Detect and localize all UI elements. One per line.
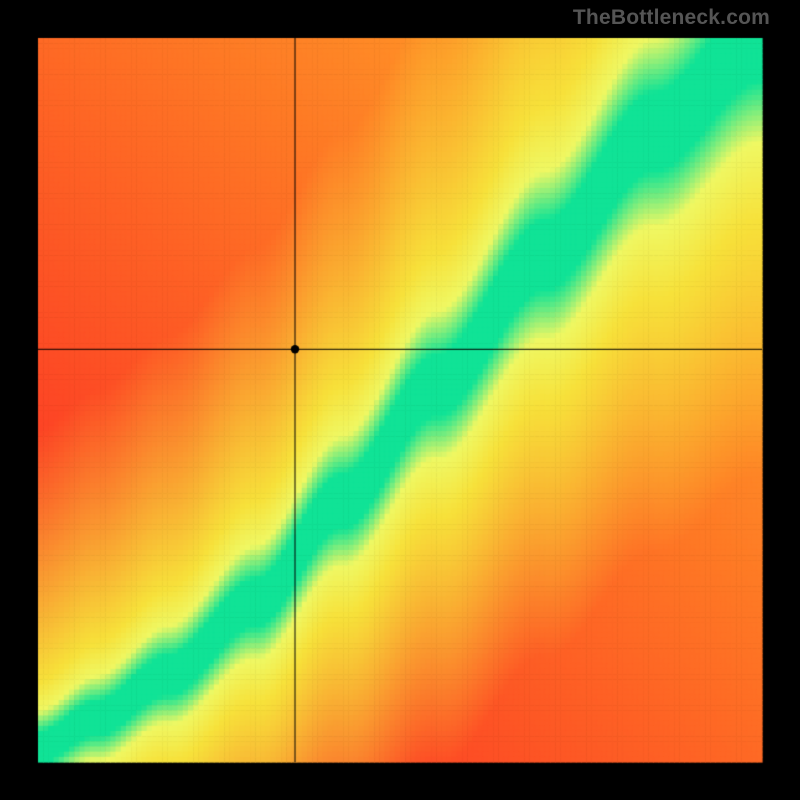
chart-container: TheBottleneck.com — [0, 0, 800, 800]
watermark-text: TheBottleneck.com — [573, 6, 770, 30]
heatmap-canvas — [0, 0, 800, 800]
